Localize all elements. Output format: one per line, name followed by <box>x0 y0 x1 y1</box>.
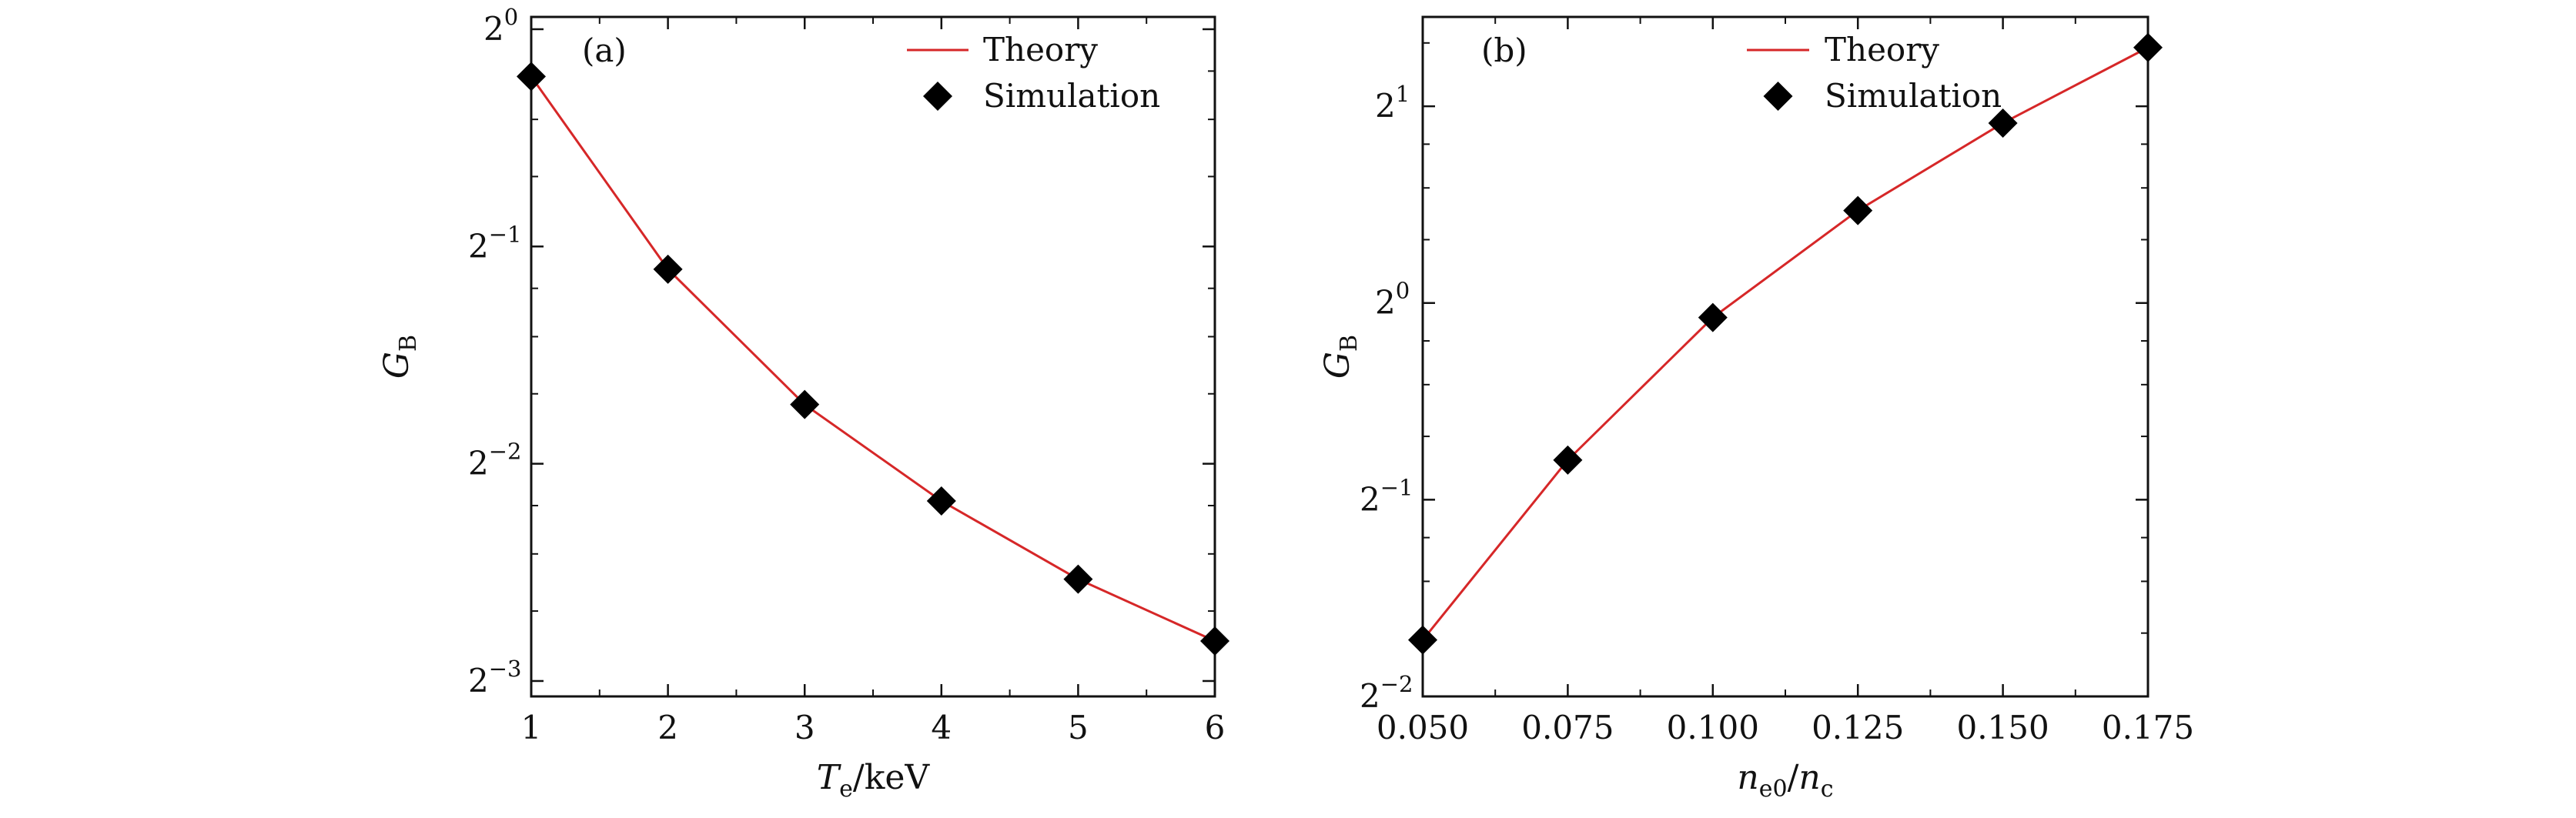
x-tick-label: 6 <box>1205 709 1226 746</box>
x-axis-divider: / <box>1788 758 1799 797</box>
x-axis-title: Te/keV <box>817 758 931 803</box>
x-axis-subscript-2: c <box>1821 776 1834 803</box>
x-axis-unit: /keV <box>853 758 931 797</box>
x-tick-label: 0.075 <box>1521 709 1614 746</box>
y-axis-subscript: B <box>1336 335 1363 352</box>
data-point-simulation <box>517 62 546 92</box>
y-tick-base: 2 <box>1375 284 1396 322</box>
y-tick-label: 2−1 <box>468 221 521 265</box>
x-tick-label: 1 <box>521 709 542 746</box>
data-point-simulation <box>1553 445 1583 475</box>
y-tick-label: 2−3 <box>468 656 521 699</box>
chart-panel-b: 0.050 0.075 0.100 0.125 0.150 0.17521202−12−2… <box>1318 15 2194 803</box>
x-tick-label: 5 <box>1068 709 1089 746</box>
panel-label: (a) <box>582 32 627 69</box>
x-axis-subscript: e <box>839 776 853 803</box>
x-tick-label: 0.150 <box>1956 709 2049 746</box>
y-axis-symbol: G <box>377 352 417 379</box>
y-tick-label: 20 <box>1375 278 1410 322</box>
y-tick-base: 2 <box>1375 87 1396 125</box>
y-axis-title: GB <box>1318 335 1363 379</box>
legend-label-simulation: Simulation <box>1825 77 2002 115</box>
x-axis-subscript: e0 <box>1759 776 1788 803</box>
x-tick-label: 3 <box>795 709 815 746</box>
y-tick-exponent: −1 <box>1380 474 1413 500</box>
y-tick-base: 2 <box>1360 480 1380 518</box>
plot-frame <box>1421 15 2149 698</box>
y-axis-title: GB <box>377 335 422 379</box>
legend: Theory Simulation <box>907 31 1160 115</box>
data-point-simulation <box>790 389 820 419</box>
x-axis-symbol: n <box>1737 758 1758 797</box>
legend-marker-simulation <box>1763 82 1793 111</box>
legend: Theory Simulation <box>1747 31 2002 115</box>
y-tick-label: 2−2 <box>1360 671 1413 715</box>
data-point-simulation <box>1408 625 1437 655</box>
y-tick-exponent: 0 <box>504 4 518 30</box>
x-tick-label: 0.175 <box>2102 709 2194 746</box>
data-point-simulation <box>1988 108 2018 138</box>
y-tick-label: 21 <box>1375 81 1410 125</box>
y-tick-exponent: 0 <box>1396 278 1410 304</box>
legend-label-theory: Theory <box>983 31 1098 68</box>
y-tick-exponent: −2 <box>489 439 522 465</box>
data-point-simulation <box>1063 564 1093 594</box>
data-point-simulation <box>1698 302 1728 332</box>
legend-marker-simulation <box>923 82 952 111</box>
data-point-simulation <box>653 254 683 284</box>
data-point-simulation <box>2133 32 2163 62</box>
series-line-theory <box>1421 46 2149 641</box>
y-tick-label: 2−1 <box>1360 474 1413 518</box>
legend-label-simulation: Simulation <box>983 77 1160 115</box>
chart-panel-a: 1 2 3 4 5 6202−12−22−3TheorySimulation(a)GBTe… <box>377 4 1229 803</box>
series-line-theory <box>530 75 1216 643</box>
y-tick-base: 2 <box>468 662 489 699</box>
y-tick-base: 2 <box>483 10 504 48</box>
x-tick-label: 0.125 <box>1812 709 1904 746</box>
x-tick-label: 0.050 <box>1377 709 1469 746</box>
x-axis-symbol-2: n <box>1798 758 1820 797</box>
y-tick-base: 2 <box>468 445 489 482</box>
y-axis-subscript: B <box>395 335 422 352</box>
x-axis-title: ne0/nc <box>1737 758 1833 803</box>
y-tick-label: 20 <box>483 4 518 48</box>
y-tick-base: 2 <box>468 227 489 265</box>
y-tick-exponent: −1 <box>489 221 522 247</box>
x-axis-symbol: T <box>817 758 842 797</box>
x-tick-label: 2 <box>657 709 678 746</box>
panel-label: (b) <box>1481 32 1527 69</box>
y-tick-base: 2 <box>1360 677 1380 715</box>
data-point-simulation <box>1200 626 1229 656</box>
data-point-simulation <box>1843 195 1873 225</box>
legend-label-theory: Theory <box>1825 31 1939 68</box>
x-tick-label: 0.100 <box>1667 709 1759 746</box>
data-point-simulation <box>926 486 956 516</box>
x-tick-label: 4 <box>931 709 952 746</box>
y-tick-exponent: −3 <box>489 656 522 682</box>
y-axis-symbol: G <box>1318 352 1357 379</box>
y-tick-exponent: 1 <box>1396 81 1410 107</box>
y-tick-exponent: −2 <box>1380 671 1413 697</box>
y-tick-label: 2−2 <box>468 439 521 482</box>
